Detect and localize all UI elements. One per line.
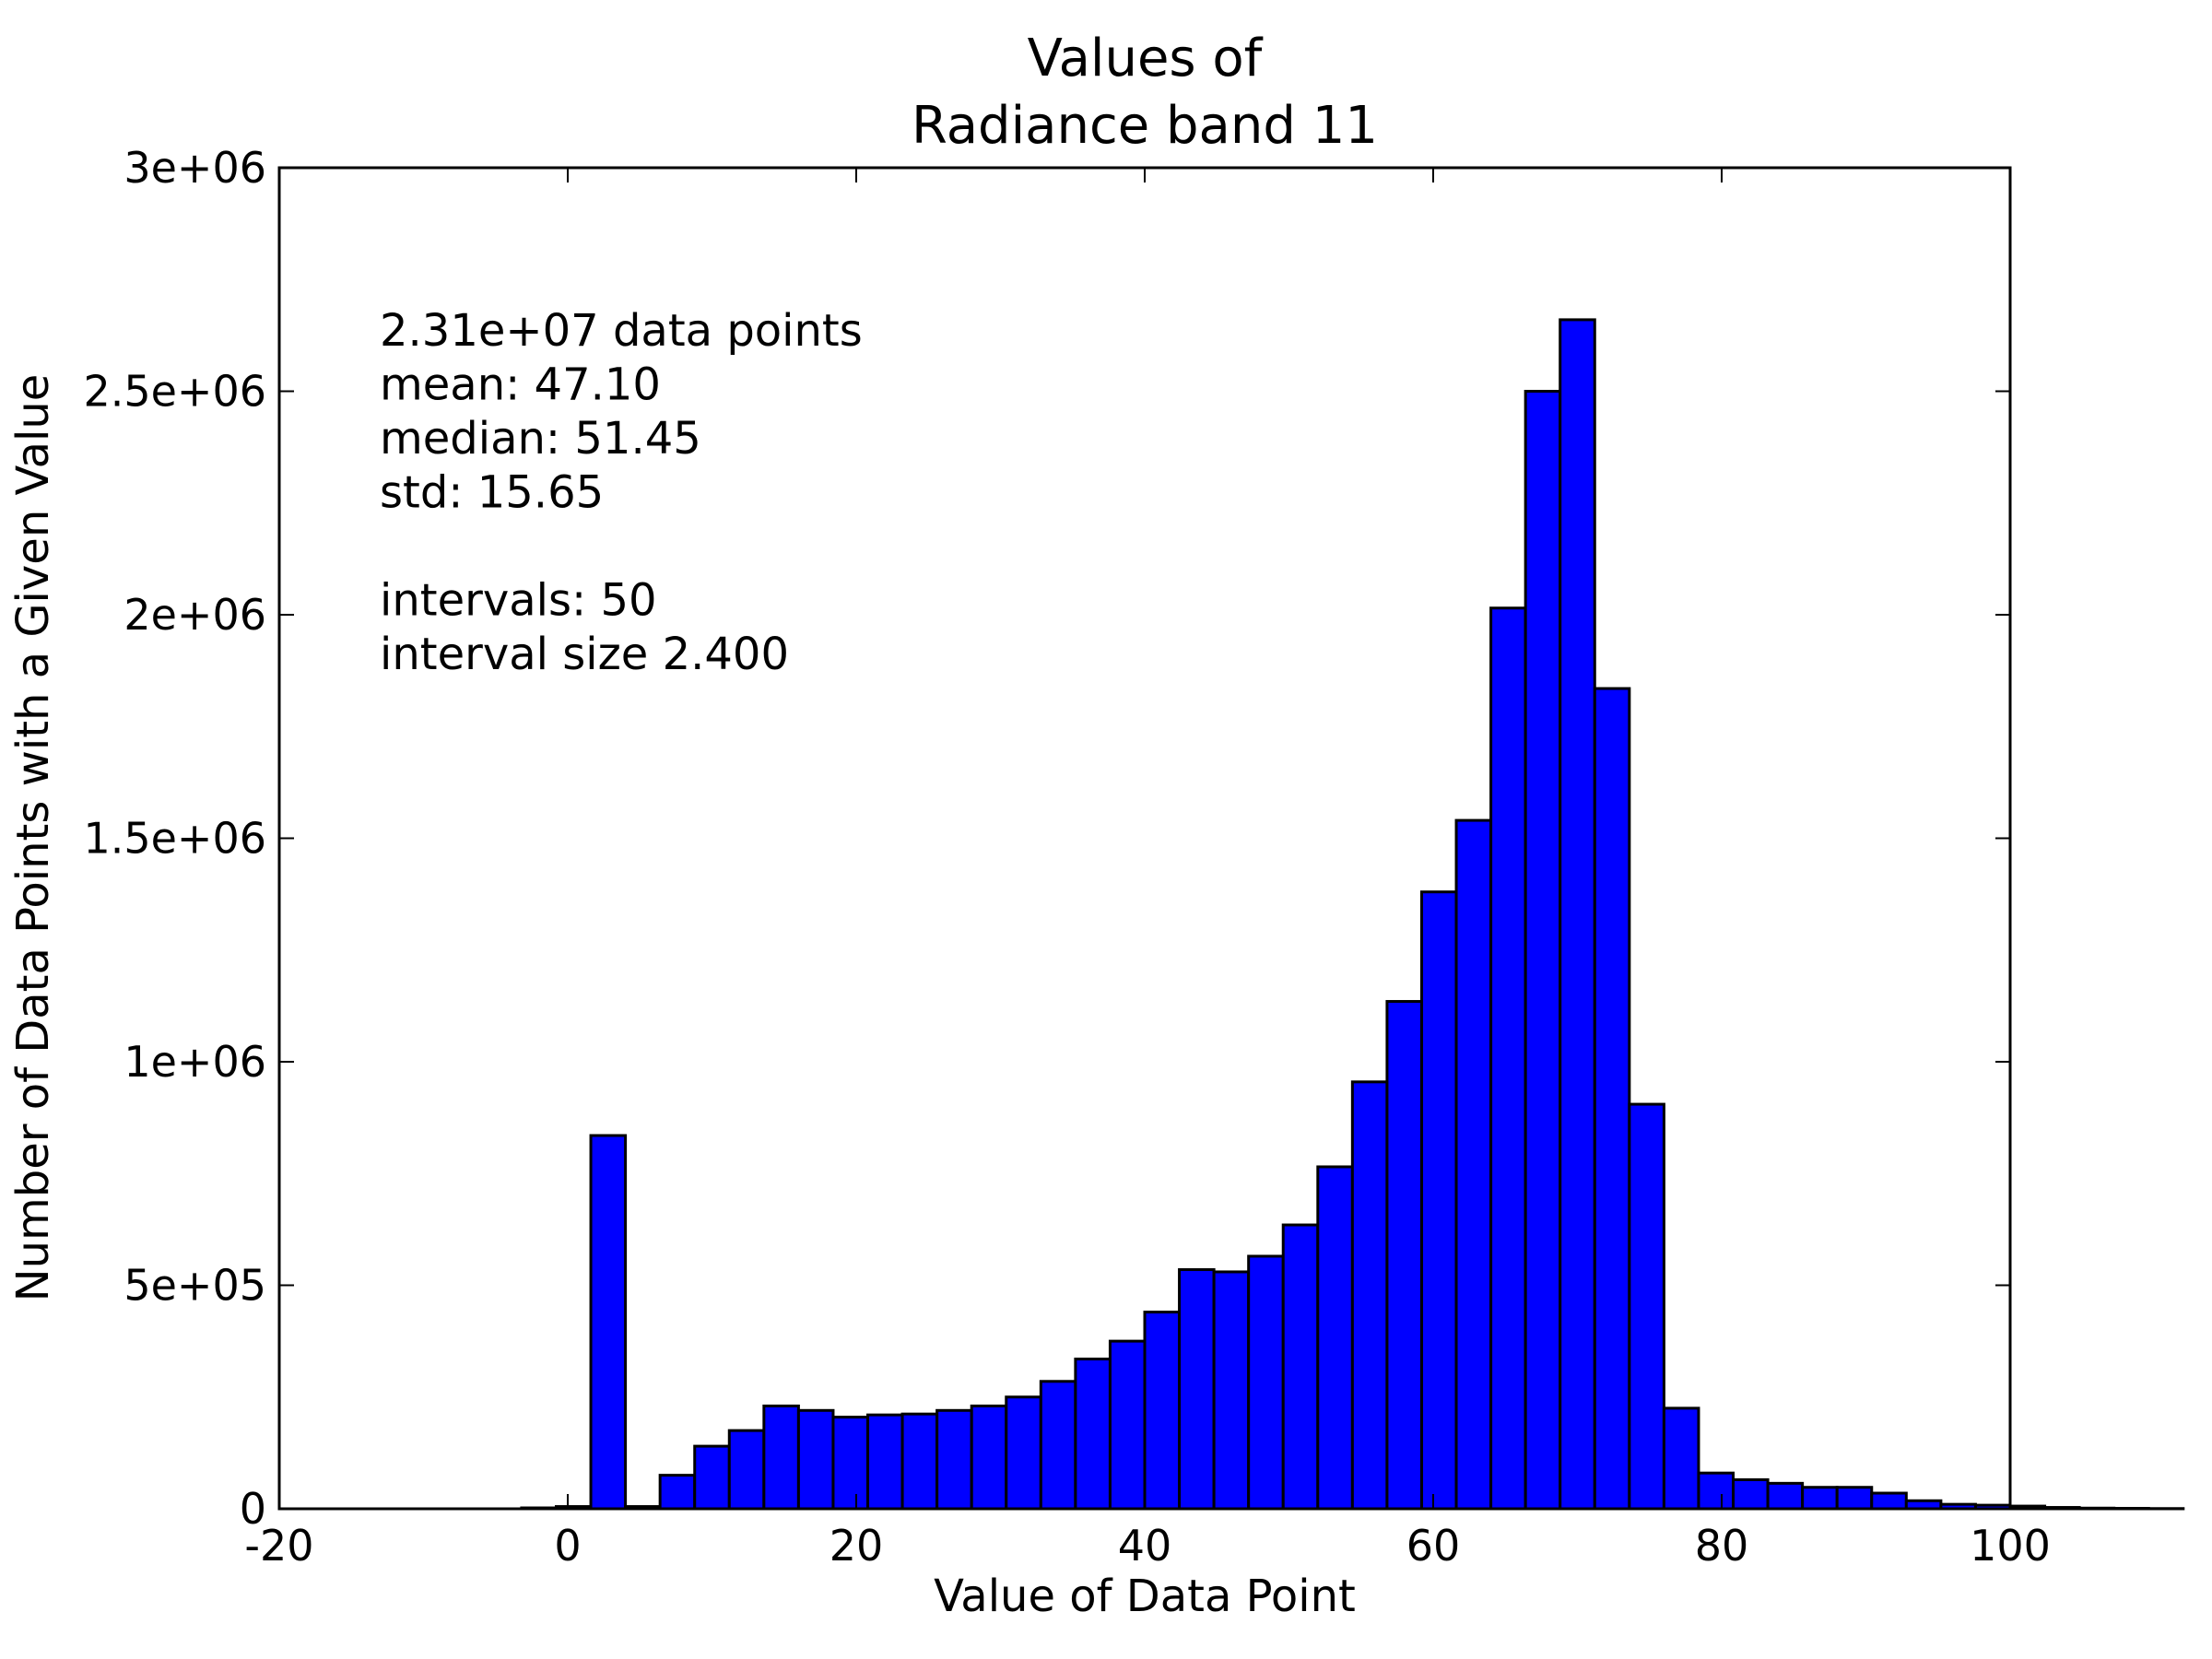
y-tick-label: 2e+06 bbox=[124, 590, 266, 640]
stats-line: mean: 47.10 bbox=[380, 359, 661, 411]
histogram-bar bbox=[1350, 1080, 1389, 1511]
y-tick-label: 2.5e+06 bbox=[83, 367, 266, 417]
y-tick-label: 1e+06 bbox=[124, 1037, 266, 1087]
y-tick-label: 3e+06 bbox=[124, 143, 266, 193]
histogram-bar bbox=[1559, 318, 1596, 1511]
histogram-bar bbox=[1247, 1254, 1285, 1511]
histogram-bar bbox=[589, 1134, 628, 1511]
ticks-group: -20 0 20 40 60 80 10005e+051e+061.5e+062e+062.… bbox=[83, 143, 2050, 1571]
histogram-bar bbox=[1316, 1165, 1354, 1511]
histogram-bar bbox=[1419, 890, 1458, 1511]
x-axis-label: Value of Data Point bbox=[934, 1571, 1356, 1622]
histogram-bar bbox=[1489, 606, 1527, 1511]
histogram-bar bbox=[1005, 1395, 1042, 1511]
histogram-bar bbox=[762, 1404, 800, 1511]
histogram-bar bbox=[1835, 1486, 1874, 1511]
x-tick-label: 20 bbox=[830, 1521, 884, 1571]
x-tick-label: 0 bbox=[554, 1521, 581, 1571]
histogram-bar bbox=[1593, 687, 1631, 1511]
histogram-bar bbox=[900, 1412, 939, 1511]
histogram-bar bbox=[1039, 1380, 1077, 1511]
histogram-bar bbox=[1628, 1102, 1665, 1511]
histogram-bar bbox=[1697, 1471, 1735, 1511]
histogram-bar bbox=[970, 1404, 1008, 1511]
histogram-bar bbox=[1524, 390, 1562, 1511]
stats-line: interval size 2.400 bbox=[380, 629, 789, 680]
histogram-bar bbox=[1801, 1486, 1839, 1511]
histogram-bar bbox=[935, 1408, 973, 1511]
x-tick-label: 100 bbox=[1970, 1521, 2051, 1571]
histogram-bar bbox=[1454, 818, 1493, 1511]
histogram-bar bbox=[1732, 1477, 1770, 1511]
histogram-bar bbox=[658, 1474, 697, 1511]
plot-frame bbox=[277, 166, 2012, 1511]
histogram-bar bbox=[1212, 1270, 1251, 1511]
y-axis-label: Number of Data Points with a Given Value bbox=[7, 374, 59, 1302]
histogram-bar bbox=[1108, 1339, 1147, 1511]
histogram-bar bbox=[2008, 1504, 2047, 1511]
histogram-bar bbox=[796, 1408, 835, 1511]
histogram-bar bbox=[2043, 1506, 2081, 1511]
y-tick-label: 5e+05 bbox=[124, 1261, 266, 1311]
y-tick-label: 0 bbox=[240, 1484, 266, 1534]
histogram-bar bbox=[1662, 1406, 1700, 1511]
x-tick-label: 80 bbox=[1695, 1521, 1749, 1571]
histogram-bar bbox=[831, 1416, 870, 1511]
histogram-bar bbox=[866, 1413, 904, 1511]
histogram-bar bbox=[1385, 1000, 1423, 1511]
stats-line: std: 15.65 bbox=[380, 467, 604, 519]
x-tick-label: -20 bbox=[244, 1521, 313, 1571]
chart-title-line-1: Values of bbox=[1028, 29, 1264, 88]
bars-group bbox=[520, 318, 2185, 1511]
histogram-bar bbox=[1143, 1311, 1182, 1511]
histogram-bar bbox=[1870, 1491, 1908, 1511]
histogram-bar bbox=[1178, 1268, 1216, 1511]
stats-line: intervals: 50 bbox=[380, 575, 657, 627]
stats-line: median: 51.45 bbox=[380, 413, 701, 465]
chart-title-line-2: Radiance band 11 bbox=[912, 96, 1378, 156]
histogram-bar bbox=[727, 1429, 766, 1511]
histogram-bar bbox=[693, 1444, 731, 1511]
histogram-bar bbox=[1281, 1223, 1320, 1511]
x-tick-label: 60 bbox=[1406, 1521, 1461, 1571]
x-tick-label: 40 bbox=[1118, 1521, 1172, 1571]
histogram-bar bbox=[1074, 1358, 1112, 1511]
histogram-bar bbox=[1766, 1481, 1805, 1511]
stats-line: 2.31e+07 data points bbox=[380, 305, 863, 357]
y-tick-label: 1.5e+06 bbox=[83, 814, 266, 864]
histogram-bar bbox=[2077, 1506, 2116, 1511]
